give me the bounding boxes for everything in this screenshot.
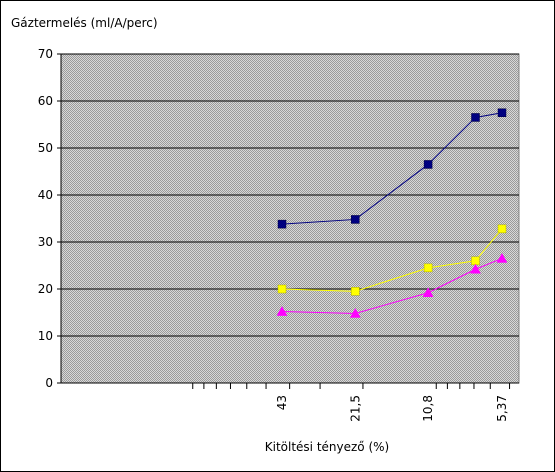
x-tick-label: 10,8 xyxy=(421,395,435,422)
y-tick-label: 20 xyxy=(38,282,53,296)
x-axis-title: Kitöltési tényező (%) xyxy=(265,440,389,454)
series-2-point xyxy=(497,224,507,234)
tick-labels: 0 10 20 30 40 50 60 70 43 21,5 10,8 5,37 xyxy=(38,47,509,422)
series-2-point xyxy=(351,287,360,296)
series-3-point xyxy=(349,307,361,318)
y-tick-label: 50 xyxy=(38,141,53,155)
x-tick-label: 5,37 xyxy=(495,395,509,422)
y-tick-label: 0 xyxy=(45,376,53,390)
series-2-point xyxy=(423,263,433,273)
series-3-point xyxy=(470,263,481,274)
series-3-point xyxy=(422,287,434,298)
y-axis-title: Gáztermelés (ml/A/perc) xyxy=(11,16,158,30)
x-tick-label: 21,5 xyxy=(348,395,362,422)
y-tick-label: 10 xyxy=(38,329,53,343)
y-tick-label: 70 xyxy=(38,47,53,61)
series-2-point xyxy=(277,284,287,294)
series-1-point xyxy=(277,219,287,229)
series-1-point xyxy=(423,160,433,169)
y-tick-label: 30 xyxy=(38,235,53,249)
gridlines xyxy=(61,53,519,337)
series-1-point xyxy=(471,113,480,122)
series-2-point xyxy=(471,256,480,266)
x-tick-label: 43 xyxy=(275,395,289,410)
series-1-point xyxy=(497,108,507,117)
y-tick-label: 40 xyxy=(38,188,53,202)
y-tick-label: 60 xyxy=(38,94,53,108)
series-3-point xyxy=(496,252,508,263)
series-1-point xyxy=(351,215,360,224)
plot-area xyxy=(60,53,520,384)
series-3-point xyxy=(276,306,288,316)
axes xyxy=(57,53,519,389)
series-layer xyxy=(276,108,508,318)
